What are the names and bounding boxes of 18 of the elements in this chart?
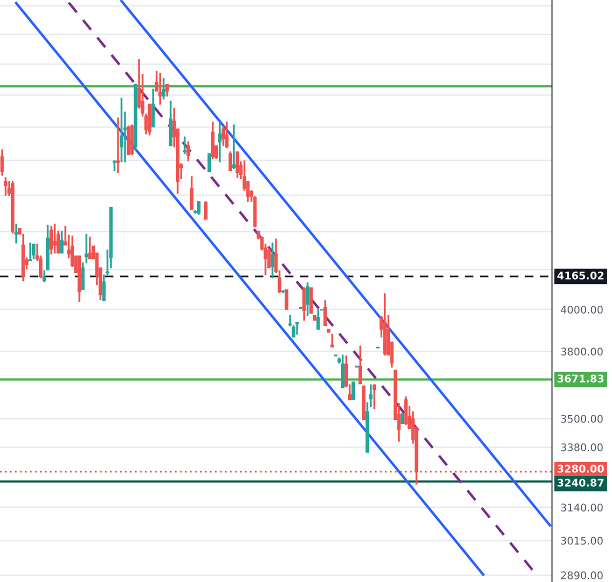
y-tick-label: 2890.00	[561, 571, 603, 580]
candlestick	[84, 234, 88, 264]
ref-line-label: 3240.87	[558, 478, 604, 487]
y-tick-label: 3800.00	[561, 348, 603, 356]
candlestick	[295, 322, 299, 335]
ref-line-label: 4165.02	[557, 272, 604, 280]
candlestick	[112, 160, 116, 171]
y-tick-label: 3500.00	[561, 414, 603, 423]
y-tick-label: 3140.00	[561, 504, 603, 512]
ref-line-label: 3671.83	[558, 374, 604, 382]
ref-line-label: 3280.00	[558, 464, 604, 473]
candlestick	[120, 98, 124, 162]
y-tick-label: 3380.00	[561, 443, 603, 452]
candlestick	[116, 118, 120, 174]
candlestick	[4, 177, 8, 196]
candlestick	[158, 72, 162, 105]
y-tick-label: 3015.00	[561, 536, 603, 545]
y-tick-label: 4000.00	[560, 306, 603, 314]
